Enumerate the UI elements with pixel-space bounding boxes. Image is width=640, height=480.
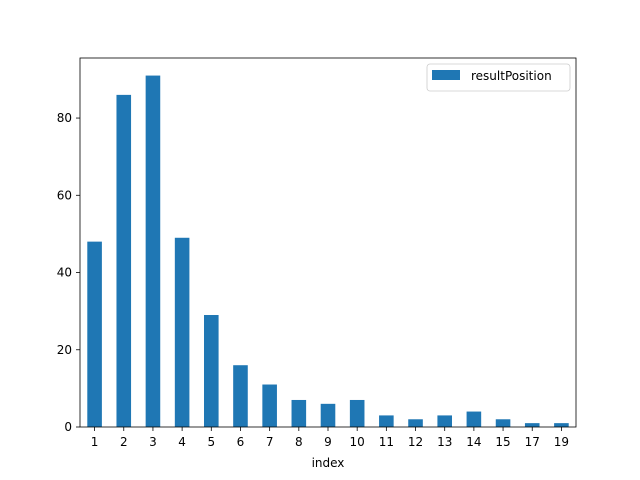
x-tick-label-12: 12 (408, 435, 423, 449)
x-tick-label-10: 10 (350, 435, 365, 449)
bar-12 (408, 419, 423, 427)
x-tick-label-2: 2 (120, 435, 128, 449)
x-tick-label-17: 17 (525, 435, 540, 449)
y-tick-label-80: 80 (57, 111, 72, 125)
bar-17 (524, 423, 540, 427)
x-tick-label-6: 6 (237, 435, 245, 449)
bar-6 (233, 365, 248, 427)
bars-group (87, 75, 569, 428)
x-tick-label-7: 7 (266, 435, 274, 449)
bar-15 (495, 419, 511, 427)
x-tick-label-4: 4 (178, 435, 186, 449)
bar-19 (554, 423, 569, 427)
x-tick-label-11: 11 (379, 435, 394, 449)
bar-14 (466, 411, 482, 427)
bar-2 (116, 94, 132, 428)
y-tick-label-40: 40 (57, 266, 72, 280)
x-tick-label-19: 19 (554, 435, 569, 449)
legend-swatch (432, 70, 460, 80)
bar-13 (437, 415, 452, 427)
legend-box (426, 63, 571, 92)
y-tick-label-0: 0 (64, 420, 72, 434)
y-axis-ticks: 0 20 40 60 80 (57, 111, 80, 434)
bar-1 (87, 241, 102, 427)
legend: resultPosition (426, 63, 571, 92)
x-tick-label-15: 15 (495, 435, 510, 449)
x-axis-ticks: 1 2 3 4 5 6 7 8 9 10 11 12 13 14 15 17 19 (91, 427, 569, 449)
x-tick-label-9: 9 (324, 435, 332, 449)
bar-4 (174, 237, 190, 427)
x-tick-label-13: 13 (437, 435, 452, 449)
x-tick-label-5: 5 (207, 435, 215, 449)
legend-label: resultPosition (471, 69, 552, 83)
x-tick-label-3: 3 (149, 435, 157, 449)
x-tick-label-8: 8 (295, 435, 303, 449)
plot-frame (79, 57, 577, 428)
bar-7 (262, 384, 277, 427)
bar-5 (204, 315, 219, 427)
bar-10 (349, 399, 365, 427)
bar-11 (379, 415, 394, 427)
x-tick-label-1: 1 (91, 435, 99, 449)
y-tick-label-60: 60 (57, 188, 72, 202)
x-tick-label-14: 14 (466, 435, 481, 449)
x-axis-label: index (312, 456, 345, 470)
bar-9 (320, 403, 336, 427)
y-tick-label-20: 20 (57, 343, 72, 357)
bar-3 (145, 75, 161, 428)
bar-8 (291, 399, 307, 427)
